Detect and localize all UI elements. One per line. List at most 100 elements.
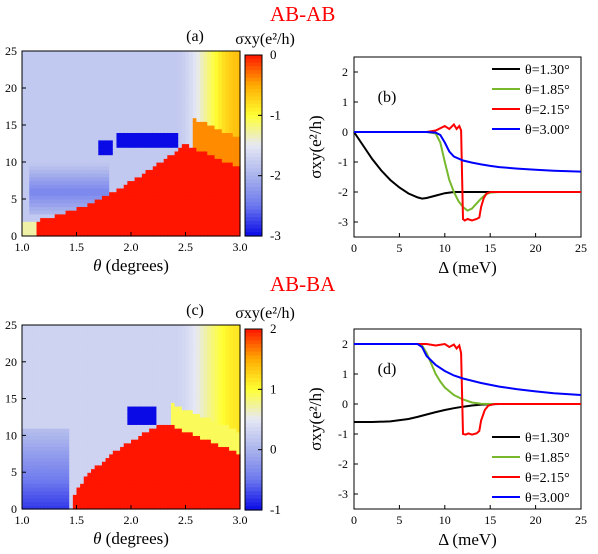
heatmap-cell [54, 76, 59, 82]
heatmap-cell [29, 117, 34, 122]
heatmap-cell [51, 486, 56, 492]
heatmap-cell [65, 210, 70, 215]
heatmap-cell [145, 95, 150, 100]
heatmap-cell [185, 132, 190, 137]
heatmap-cell [116, 202, 121, 207]
heatmap-cell [76, 184, 81, 189]
heatmap-cell [152, 328, 158, 333]
heatmap-cell [47, 99, 52, 104]
heatmap-cell [72, 132, 78, 137]
heatmap-cell [98, 446, 103, 451]
heatmap-cell [76, 58, 81, 63]
heatmap-cell [116, 143, 121, 148]
y-tick-label: 20 [5, 81, 17, 95]
heatmap-cell [156, 497, 161, 503]
heatmap-cell [105, 464, 110, 470]
heatmap-cell [80, 468, 85, 473]
heatmap-cell [29, 472, 34, 477]
heatmap-cell [185, 117, 190, 122]
heatmap-cell [76, 62, 81, 67]
heatmap-cell [138, 202, 143, 207]
heatmap-cell [134, 420, 139, 425]
heatmap-cell [36, 73, 41, 78]
heatmap-cell [123, 106, 128, 111]
heatmap-cell [156, 51, 161, 56]
heatmap-cell [32, 213, 38, 219]
colorbar-segment [245, 171, 262, 177]
heatmap-cell [25, 435, 30, 440]
heatmap-cell [65, 391, 70, 396]
heatmap-cell [120, 372, 125, 378]
heatmap-cell [214, 210, 219, 215]
heatmap-cell [22, 450, 27, 455]
heatmap-cell [138, 84, 143, 89]
heatmap-cell [116, 113, 121, 119]
heatmap-cell [174, 117, 179, 122]
heatmap-cell [94, 191, 99, 196]
heatmap-cell [170, 139, 176, 145]
heatmap-cell [189, 106, 194, 111]
heatmap-cell [32, 325, 38, 330]
heatmap-cell [214, 154, 219, 159]
heatmap-cell [207, 80, 212, 85]
heatmap-cell [149, 490, 154, 495]
heatmap-cell [192, 158, 197, 163]
heatmap-cell [214, 199, 219, 204]
heatmap-cell [221, 132, 227, 137]
heatmap-cell [170, 88, 176, 93]
heatmap-cell [83, 165, 88, 170]
heatmap-cell [109, 380, 114, 385]
heatmap-cell [51, 398, 56, 403]
heatmap-cell [69, 69, 74, 74]
heatmap-cell [32, 195, 38, 200]
heatmap-cell [163, 199, 168, 204]
heatmap-cell [120, 328, 125, 333]
heatmap-cell [123, 99, 128, 104]
heatmap-cell [174, 191, 179, 196]
heatmap-cell [207, 221, 212, 226]
heatmap-cell [112, 217, 118, 222]
heatmap-cell [58, 490, 63, 495]
heatmap-cell [94, 343, 99, 348]
heatmap-cell [120, 409, 125, 414]
heatmap-cell [69, 210, 74, 215]
heatmap-cell [210, 62, 216, 67]
heatmap-cell [22, 472, 27, 477]
heatmap-cell [116, 165, 121, 170]
heatmap-cell [65, 479, 70, 484]
heatmap-cell [25, 343, 30, 348]
heatmap-cell [134, 417, 139, 422]
colorbar-segment [245, 134, 262, 139]
heatmap-cell [29, 435, 34, 440]
heatmap-cell [149, 95, 154, 100]
heatmap-cell [189, 65, 194, 71]
heatmap-cell [225, 180, 230, 185]
heatmap-cell [91, 354, 96, 359]
heatmap-cell [207, 202, 212, 207]
legend-entry: θ=3.00° [525, 123, 570, 138]
heatmap-cell [101, 358, 107, 363]
heatmap-cell [47, 169, 52, 174]
heatmap-cell [149, 453, 154, 459]
heatmap-cell [141, 394, 147, 400]
heatmap-cell [65, 461, 70, 466]
heatmap-cell [47, 424, 52, 429]
heatmap-cell [112, 80, 118, 85]
heatmap-cell [51, 505, 56, 510]
heatmap-cell [189, 76, 194, 82]
heatmap-cell [138, 139, 143, 145]
heatmap-cell [167, 65, 172, 71]
heatmap-cell [61, 472, 67, 477]
heatmap-cell [40, 347, 45, 352]
heatmap-cell [101, 468, 107, 473]
heatmap-cell [40, 121, 45, 126]
heatmap-cell [221, 165, 227, 170]
heatmap-cell [91, 110, 96, 115]
heatmap-cell [40, 54, 45, 59]
heatmap-cell [210, 65, 216, 71]
heatmap-cell [101, 143, 107, 148]
heatmap-cell [80, 339, 85, 344]
heatmap-cell [43, 199, 49, 204]
heatmap-cell [91, 199, 96, 204]
heatmap-cell [69, 332, 74, 337]
